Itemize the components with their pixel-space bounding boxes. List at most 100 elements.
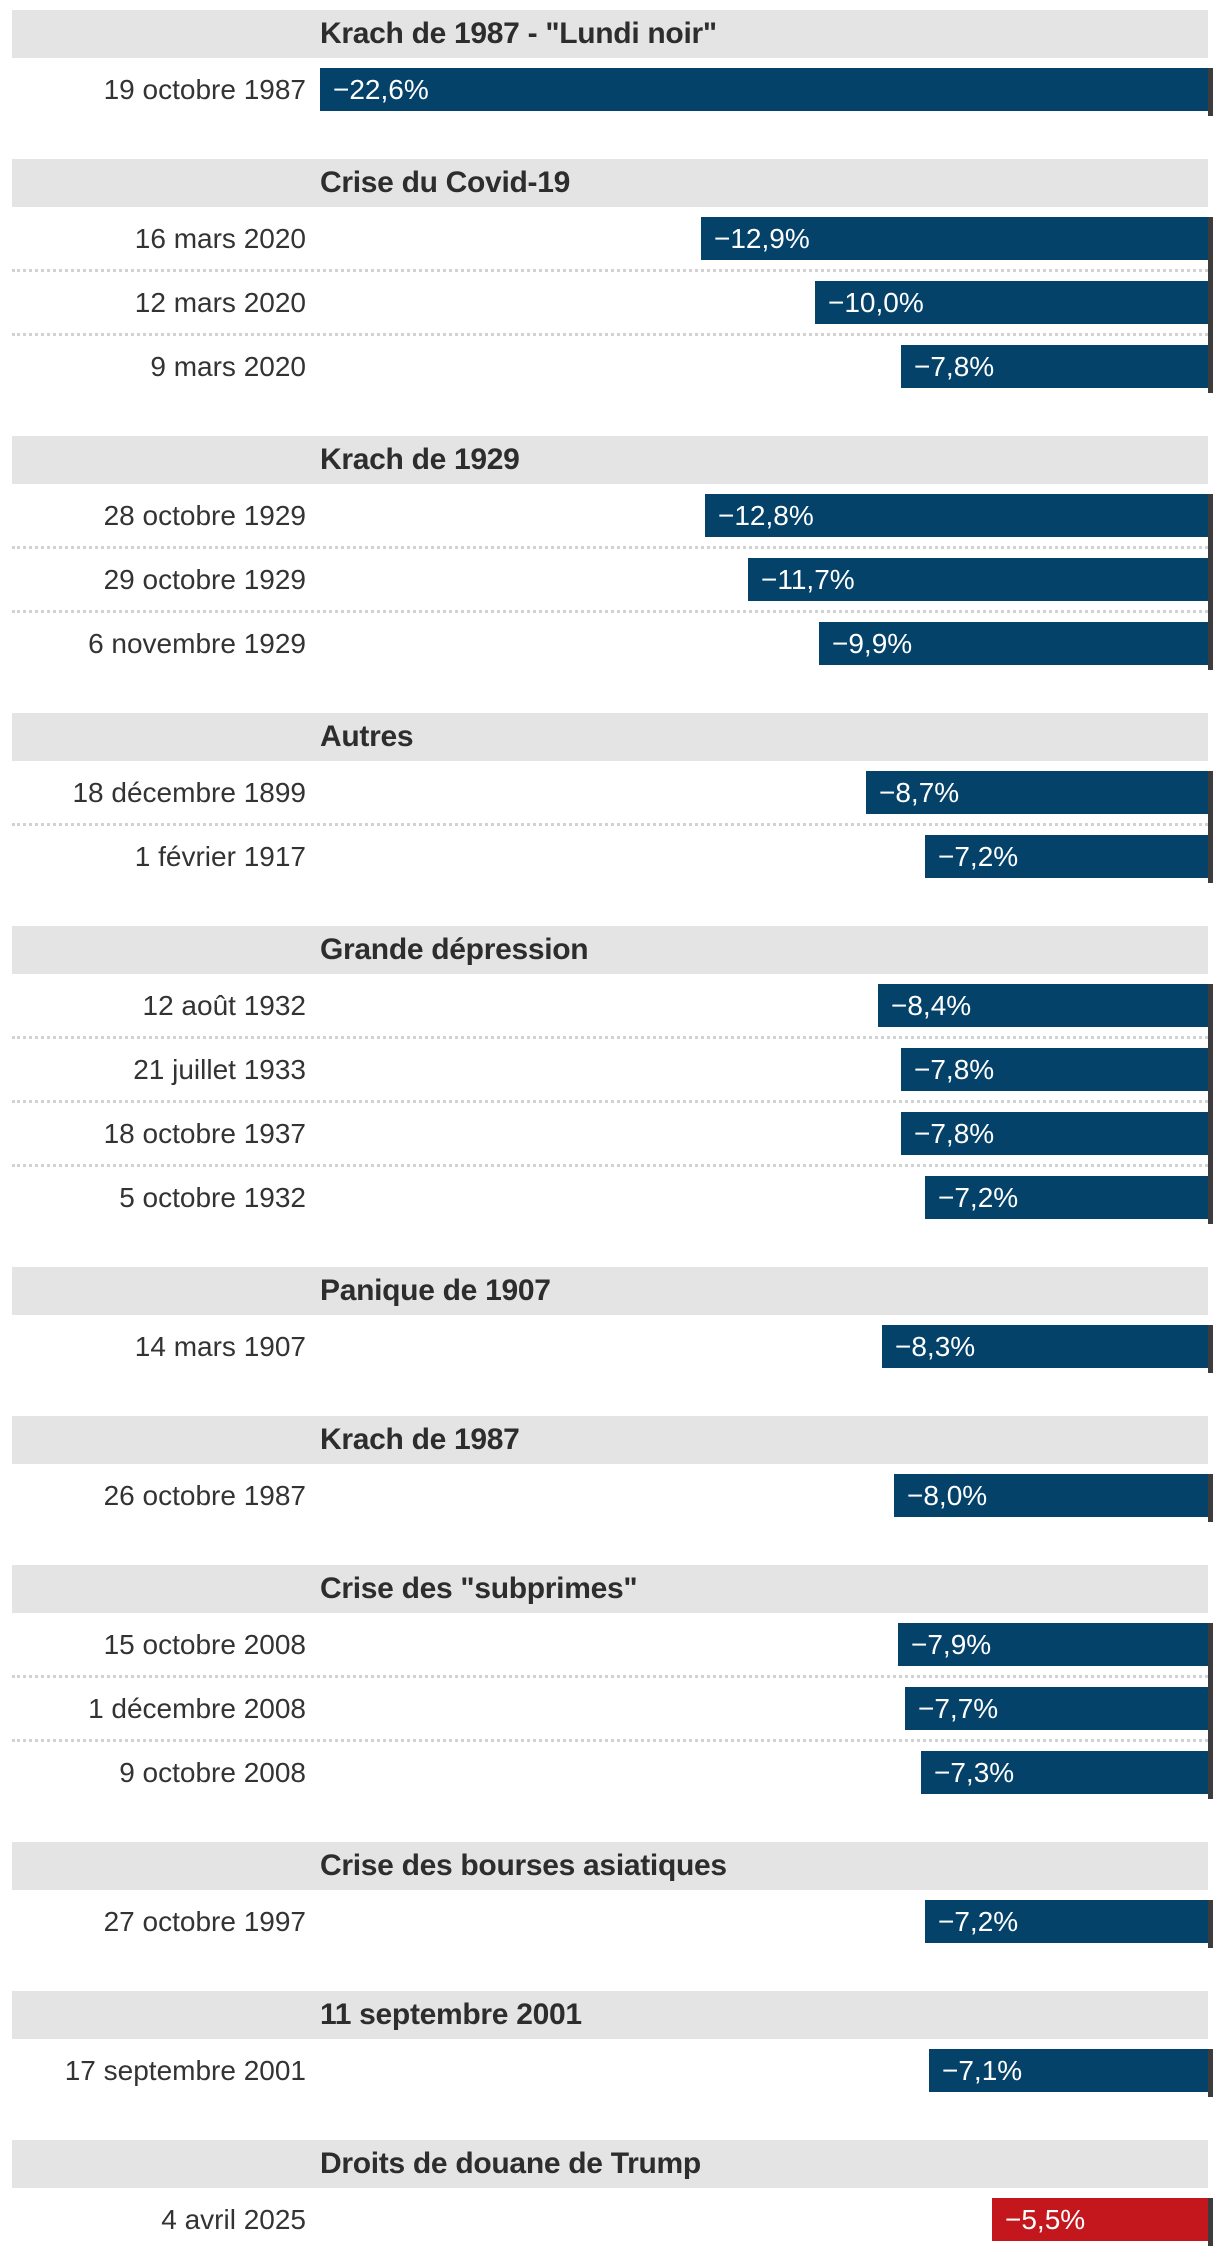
bar-row: 28 octobre 1929 −12,8%: [12, 494, 1208, 537]
value-bar: −7,1%: [929, 2049, 1208, 2092]
row-separator: [12, 333, 1208, 336]
zero-axis-line: [1208, 1325, 1213, 1373]
bar-value-label: −7,8%: [914, 1054, 995, 1085]
group-rows: 15 octobre 2008 −7,9% 1 décembre 2008 −7…: [12, 1623, 1213, 1799]
group-rows: 4 avril 2025 −5,5%: [12, 2198, 1213, 2246]
bar-value-label: −10,0%: [828, 287, 924, 318]
row-date-label: 9 mars 2020: [150, 351, 306, 382]
value-bar: −22,6%: [320, 68, 1208, 111]
row-date-label: 21 juillet 1933: [133, 1054, 306, 1085]
group-title: Crise des "subprimes": [320, 1572, 638, 1605]
bar-value-label: −8,3%: [895, 1331, 976, 1362]
bar-row: 19 octobre 1987 −22,6%: [12, 68, 1208, 111]
row-separator: [12, 546, 1208, 549]
bar-value-label: −7,2%: [938, 1182, 1019, 1213]
zero-axis-line: [1208, 494, 1213, 670]
group-header-band: Krach de 1987 - "Lundi noir": [12, 10, 1208, 58]
row-separator: [12, 823, 1208, 826]
row-date-label: 17 septembre 2001: [64, 2055, 306, 2086]
row-separator: [12, 1164, 1208, 1167]
bar-row: 6 novembre 1929 −9,9%: [12, 622, 1208, 665]
value-bar: −10,0%: [815, 281, 1208, 324]
group-header-band: Krach de 1929: [12, 436, 1208, 484]
value-bar: −7,8%: [901, 1112, 1208, 1155]
group-header-band: Crise du Covid-19: [12, 159, 1208, 207]
bar-value-label: −7,8%: [914, 1118, 995, 1149]
row-date-label: 1 février 1917: [134, 841, 306, 872]
group-header-band: Krach de 1987: [12, 1416, 1208, 1464]
group-rows: 27 octobre 1997 −7,2%: [12, 1900, 1213, 1948]
bar-value-label: −7,3%: [934, 1757, 1015, 1788]
bar-row: 15 octobre 2008 −7,9%: [12, 1623, 1208, 1666]
value-bar: −5,5%: [992, 2198, 1208, 2241]
bar-value-label: −7,8%: [914, 351, 995, 382]
group-header-band: Crise des bourses asiatiques: [12, 1842, 1208, 1890]
value-bar: −7,2%: [925, 1900, 1208, 1943]
row-date-label: 14 mars 1907: [134, 1331, 306, 1362]
row-date-label: 28 octobre 1929: [103, 500, 306, 531]
row-date-label: 6 novembre 1929: [88, 628, 306, 659]
bar-row: 16 mars 2020 −12,9%: [12, 217, 1208, 260]
zero-axis-line: [1208, 2049, 1213, 2097]
value-bar: −9,9%: [819, 622, 1208, 665]
row-date-label: 5 octobre 1932: [119, 1182, 306, 1213]
row-date-label: 9 octobre 2008: [119, 1757, 306, 1788]
chart-group: Droits de douane de Trump 4 avril 2025 −…: [12, 2140, 1213, 2246]
group-title: 11 septembre 2001: [320, 1998, 582, 2031]
bar-row: 18 octobre 1937 −7,8%: [12, 1112, 1208, 1155]
row-separator: [12, 1739, 1208, 1742]
value-bar: −7,2%: [925, 835, 1208, 878]
bar-row: 5 octobre 1932 −7,2%: [12, 1176, 1208, 1219]
row-date-label: 18 octobre 1937: [103, 1118, 306, 1149]
bar-row: 21 juillet 1933 −7,8%: [12, 1048, 1208, 1091]
group-title: Grande dépression: [320, 933, 589, 966]
group-rows: 26 octobre 1987 −8,0%: [12, 1474, 1213, 1522]
group-title: Krach de 1987: [320, 1423, 520, 1456]
chart-group: Crise du Covid-19 16 mars 2020 −12,9% 12…: [12, 159, 1213, 393]
chart-group: Crise des bourses asiatiques 27 octobre …: [12, 1842, 1213, 1948]
group-header-band: Autres: [12, 713, 1208, 761]
value-bar: −8,0%: [894, 1474, 1208, 1517]
row-date-label: 19 octobre 1987: [103, 74, 306, 105]
zero-axis-line: [1208, 1900, 1213, 1948]
row-separator: [12, 1036, 1208, 1039]
value-bar: −7,3%: [921, 1751, 1208, 1794]
row-date-label: 16 mars 2020: [134, 223, 306, 254]
chart-group: Krach de 1987 - "Lundi noir" 19 octobre …: [12, 10, 1213, 116]
bar-row: 4 avril 2025 −5,5%: [12, 2198, 1208, 2241]
bar-row: 12 mars 2020 −10,0%: [12, 281, 1208, 324]
group-title: Crise du Covid-19: [320, 166, 570, 199]
bar-value-label: −8,4%: [891, 990, 972, 1021]
bar-row: 17 septembre 2001 −7,1%: [12, 2049, 1208, 2092]
bar-row: 27 octobre 1997 −7,2%: [12, 1900, 1208, 1943]
bar-value-label: −7,2%: [938, 1906, 1019, 1937]
row-date-label: 12 août 1932: [142, 990, 307, 1021]
group-rows: 17 septembre 2001 −7,1%: [12, 2049, 1213, 2097]
group-header-band: Grande dépression: [12, 926, 1208, 974]
chart-groups-container: Krach de 1987 - "Lundi noir" 19 octobre …: [12, 10, 1213, 2246]
bar-row: 1 février 1917 −7,2%: [12, 835, 1208, 878]
zero-axis-line: [1208, 1623, 1213, 1799]
bar-row: 18 décembre 1899 −8,7%: [12, 771, 1208, 814]
bar-value-label: −8,0%: [907, 1480, 988, 1511]
bar-row: 29 octobre 1929 −11,7%: [12, 558, 1208, 601]
value-bar: −11,7%: [748, 558, 1208, 601]
zero-axis-line: [1208, 2198, 1213, 2246]
row-date-label: 15 octobre 2008: [103, 1629, 306, 1660]
bar-value-label: −7,7%: [918, 1693, 999, 1724]
group-header-band: Crise des "subprimes": [12, 1565, 1208, 1613]
value-bar: −8,3%: [882, 1325, 1208, 1368]
zero-axis-line: [1208, 984, 1213, 1224]
bar-value-label: −7,9%: [911, 1629, 992, 1660]
value-bar: −7,2%: [925, 1176, 1208, 1219]
group-title: Panique de 1907: [320, 1274, 551, 1307]
row-date-label: 12 mars 2020: [134, 287, 306, 318]
group-title: Krach de 1987 - "Lundi noir": [320, 17, 717, 50]
group-rows: 19 octobre 1987 −22,6%: [12, 68, 1213, 116]
bar-value-label: −7,2%: [938, 841, 1019, 872]
bar-row: 9 mars 2020 −7,8%: [12, 345, 1208, 388]
group-rows: 18 décembre 1899 −8,7% 1 février 1917 −7…: [12, 771, 1213, 883]
group-rows: 12 août 1932 −8,4% 21 juillet 1933 −7,8%…: [12, 984, 1213, 1224]
chart-group: 11 septembre 2001 17 septembre 2001 −7,1…: [12, 1991, 1213, 2097]
